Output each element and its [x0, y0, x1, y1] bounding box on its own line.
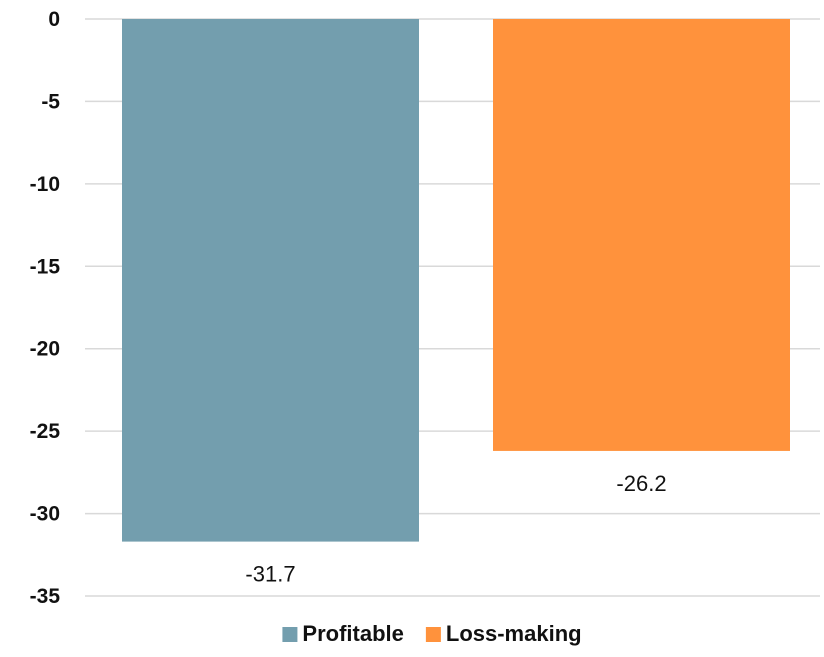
legend-swatch	[282, 627, 298, 642]
legend-label: Profitable	[302, 621, 403, 646]
data-label: -26.2	[616, 471, 666, 496]
y-tick-label: -10	[30, 173, 60, 196]
data-labels: -31.7 -26.2	[245, 471, 666, 587]
bar-profitable	[122, 19, 419, 542]
y-tick-label: -35	[30, 585, 61, 608]
y-tick-label: -20	[30, 338, 60, 361]
legend-entry: Loss-making	[425, 621, 582, 646]
y-tick-label: -5	[41, 90, 60, 113]
bar-loss-making	[493, 19, 790, 451]
y-tick-label: -25	[30, 420, 61, 443]
legend: Profitable Loss-making	[282, 621, 582, 646]
legend-label: Loss-making	[446, 621, 582, 646]
data-label: -31.7	[245, 562, 295, 587]
y-tick-label: -15	[30, 255, 61, 278]
y-axis-tick-labels: 0 -5 -10 -15 -20 -25 -30 -35	[30, 8, 61, 608]
legend-entry: Profitable	[282, 621, 404, 646]
y-tick-label: 0	[48, 8, 60, 31]
bars	[122, 19, 790, 542]
y-tick-label: -30	[30, 503, 60, 526]
legend-swatch	[425, 627, 441, 642]
